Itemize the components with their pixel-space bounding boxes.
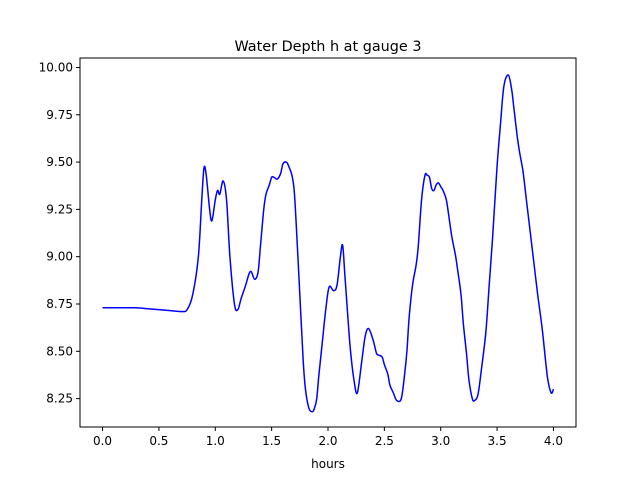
y-tick-label: 10.00 bbox=[39, 60, 73, 74]
x-tick-label: 3.0 bbox=[431, 434, 450, 448]
tick-layer: 0.0 0.5 1.0 1.5 2.0 2.5 3.0 3.5 4.0 8.25 8.50 8.75 9… bbox=[39, 60, 563, 448]
x-tick-label: 0.0 bbox=[93, 434, 112, 448]
x-tick-label: 1.0 bbox=[206, 434, 225, 448]
y-tick-label: 9.00 bbox=[46, 250, 73, 264]
y-tick-label: 9.50 bbox=[46, 155, 73, 169]
x-tick-label: 1.5 bbox=[262, 434, 281, 448]
chart-title: Water Depth h at gauge 3 bbox=[234, 39, 421, 55]
y-tick-label: 8.75 bbox=[46, 297, 73, 311]
plot-frame bbox=[79, 57, 577, 428]
series-line bbox=[102, 74, 555, 413]
series-layer bbox=[102, 74, 555, 413]
x-tick-label: 2.5 bbox=[375, 434, 394, 448]
x-axis-label: hours bbox=[311, 457, 345, 471]
y-tick-label: 9.75 bbox=[46, 108, 73, 122]
x-tick-label: 2.0 bbox=[318, 434, 337, 448]
x-tick-label: 4.0 bbox=[544, 434, 563, 448]
y-tick-label: 9.25 bbox=[46, 202, 73, 216]
y-tick-label: 8.50 bbox=[46, 344, 73, 358]
x-tick-label: 0.5 bbox=[149, 434, 168, 448]
y-tick-label: 8.25 bbox=[46, 392, 73, 406]
x-tick-label: 3.5 bbox=[488, 434, 507, 448]
